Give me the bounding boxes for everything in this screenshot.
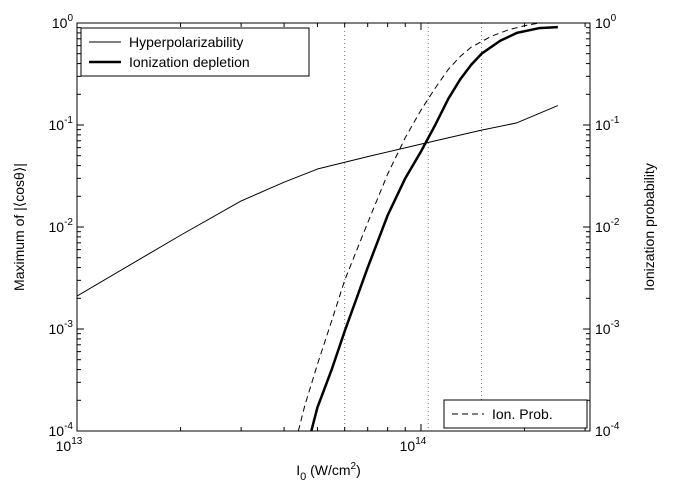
y-tick-label: 10-2 bbox=[49, 217, 74, 235]
series-layer bbox=[77, 23, 559, 431]
tick-marks bbox=[76, 22, 590, 432]
tick-labels: 1013 1014 100 100 10-1 10-1 10-2 10-2 10-3 10-3 10… bbox=[49, 13, 620, 454]
legend-box bbox=[80, 27, 310, 77]
plot-frame bbox=[76, 22, 591, 432]
y2-tick-label: 10-2 bbox=[595, 217, 620, 235]
legend-lower: Ion. Prob. bbox=[443, 399, 588, 429]
legend-upper: Hyperpolarizability Ionization depletion bbox=[80, 27, 310, 77]
series-line-hyperpolarizability bbox=[77, 105, 559, 297]
y-tick-label: 10-4 bbox=[49, 421, 74, 439]
x-axis-title: I0 (W/cm2) bbox=[296, 461, 361, 483]
legend-label-hyperpolarizability: Hyperpolarizability bbox=[129, 34, 243, 50]
y-tick-label: 100 bbox=[52, 13, 74, 31]
series-line-ion-prob bbox=[297, 23, 539, 431]
series-line-ionization-depletion bbox=[310, 25, 558, 431]
y-tick-label: 10-3 bbox=[49, 319, 74, 337]
y-axis-title: Maximum of |⟨cosθ⟩| bbox=[11, 163, 27, 291]
y2-tick-label: 10-4 bbox=[595, 421, 620, 439]
legend-label-ion-prob: Ion. Prob. bbox=[492, 406, 553, 422]
legend-label-ionization-depletion: Ionization depletion bbox=[129, 54, 250, 70]
y2-axis-title: Ionization probability bbox=[641, 163, 657, 291]
y-tick-label: 10-1 bbox=[49, 115, 74, 133]
y2-tick-label: 10-1 bbox=[595, 115, 620, 133]
reference-lines bbox=[344, 23, 483, 431]
x-tick-label: 1013 bbox=[56, 436, 83, 454]
y2-tick-label: 10-3 bbox=[595, 319, 620, 337]
y2-tick-label: 100 bbox=[595, 13, 617, 31]
x-tick-label: 1014 bbox=[400, 436, 427, 454]
axis-titles: I0 (W/cm2) Maximum of |⟨cosθ⟩| Ionization … bbox=[11, 163, 657, 483]
